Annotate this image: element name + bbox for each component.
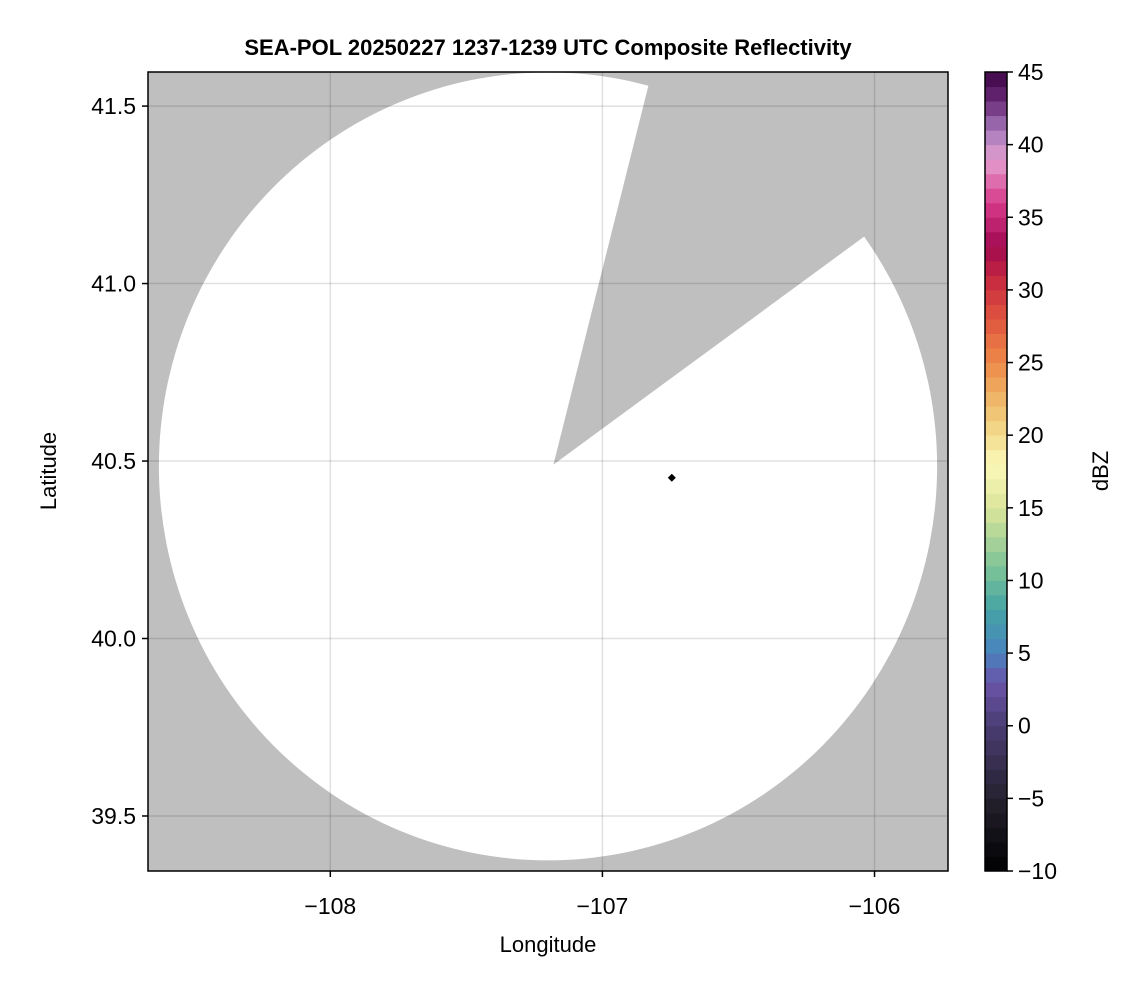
colorbar-bin — [985, 144, 1007, 160]
colorbar-bin — [985, 638, 1007, 654]
colorbar-tick-label: 5 — [1018, 640, 1031, 666]
colorbar-tick-label: 15 — [1018, 495, 1044, 521]
colorbar-bin — [985, 624, 1007, 640]
colorbar-tick-label: 45 — [1018, 59, 1044, 85]
colorbar-bin — [985, 304, 1007, 320]
colorbar-bin — [985, 841, 1007, 857]
y-axis-label: Latitude — [36, 432, 61, 510]
colorbar-bin — [985, 740, 1007, 756]
x-axis-label: Longitude — [500, 932, 597, 957]
colorbar-bin — [985, 507, 1007, 523]
x-tick-label: −107 — [577, 893, 629, 919]
colorbar-bin — [985, 812, 1007, 828]
colorbar-bin — [985, 333, 1007, 349]
colorbar-bin — [985, 667, 1007, 683]
colorbar-bin — [985, 173, 1007, 189]
colorbar-bin — [985, 391, 1007, 407]
radar-location-marker — [667, 473, 676, 482]
colorbar-bin — [985, 101, 1007, 117]
colorbar-bin — [985, 86, 1007, 102]
colorbar-bin — [985, 580, 1007, 596]
chart-title: SEA-POL 20250227 1237-1239 UTC Composite… — [244, 35, 852, 60]
colorbar-bin — [985, 653, 1007, 669]
colorbar-bin — [985, 827, 1007, 843]
colorbar-bin — [985, 522, 1007, 538]
colorbar-bin — [985, 536, 1007, 552]
colorbar-tick-label: 35 — [1018, 204, 1044, 230]
colorbar-bin — [985, 72, 1007, 88]
colorbar-bin — [985, 159, 1007, 175]
colorbar-bin — [985, 275, 1007, 291]
colorbar-bin — [985, 348, 1007, 364]
colorbar — [984, 71, 1008, 872]
colorbar-bin — [985, 406, 1007, 422]
colorbar-tick-label: 25 — [1018, 350, 1044, 376]
colorbar-bin — [985, 318, 1007, 334]
colorbar-bin — [985, 188, 1007, 204]
colorbar-bin — [985, 260, 1007, 276]
colorbar-bin — [985, 682, 1007, 698]
y-tick-label: 39.5 — [91, 803, 136, 829]
y-tick-label: 40.5 — [91, 448, 136, 474]
y-tick-label: 41.0 — [91, 271, 136, 297]
colorbar-bin — [985, 856, 1007, 872]
colorbar-bin — [985, 493, 1007, 509]
colorbar-tick-label: 30 — [1018, 277, 1044, 303]
colorbar-bin — [985, 231, 1007, 247]
colorbar-tick-label: 40 — [1018, 132, 1044, 158]
colorbar-bin — [985, 362, 1007, 378]
colorbar-bin — [985, 217, 1007, 233]
colorbar-label: dBZ — [1088, 451, 1113, 491]
colorbar-bin — [985, 754, 1007, 770]
colorbar-bin — [985, 609, 1007, 625]
colorbar-bin — [985, 478, 1007, 494]
colorbar-bin — [985, 594, 1007, 611]
x-tick-label: −108 — [304, 893, 356, 919]
colorbar-tick-label: 10 — [1018, 567, 1044, 593]
colorbar-bin — [985, 130, 1007, 146]
colorbar-bin — [985, 420, 1007, 436]
colorbar-tick-label: 20 — [1018, 422, 1044, 448]
colorbar-frame — [984, 71, 1008, 872]
colorbar-bin — [985, 289, 1007, 305]
colorbar-bin — [985, 202, 1007, 218]
colorbar-bin — [985, 551, 1007, 567]
colorbar-bin — [985, 565, 1007, 581]
colorbar-bin — [985, 783, 1007, 799]
x-tick-label: −106 — [849, 893, 901, 919]
colorbar-bin — [985, 435, 1007, 451]
colorbar-bin — [985, 696, 1007, 712]
blocked-sector — [553, 72, 948, 465]
colorbar-bin — [985, 377, 1007, 393]
y-tick-label: 40.0 — [91, 626, 136, 652]
colorbar-bin — [985, 725, 1007, 741]
colorbar-bin — [985, 798, 1007, 814]
colorbar-bin — [985, 115, 1007, 131]
colorbar-tick-label: −5 — [1018, 785, 1044, 811]
colorbar-bin — [985, 711, 1007, 727]
plot-frame — [147, 71, 949, 872]
colorbar-tick-label: −10 — [1018, 858, 1057, 884]
colorbar-bin — [985, 464, 1007, 480]
colorbar-bin — [985, 246, 1007, 262]
colorbar-tick-label: 0 — [1018, 713, 1031, 739]
colorbar-bin — [985, 769, 1007, 785]
y-tick-label: 41.5 — [91, 93, 136, 119]
colorbar-bin — [985, 449, 1007, 465]
